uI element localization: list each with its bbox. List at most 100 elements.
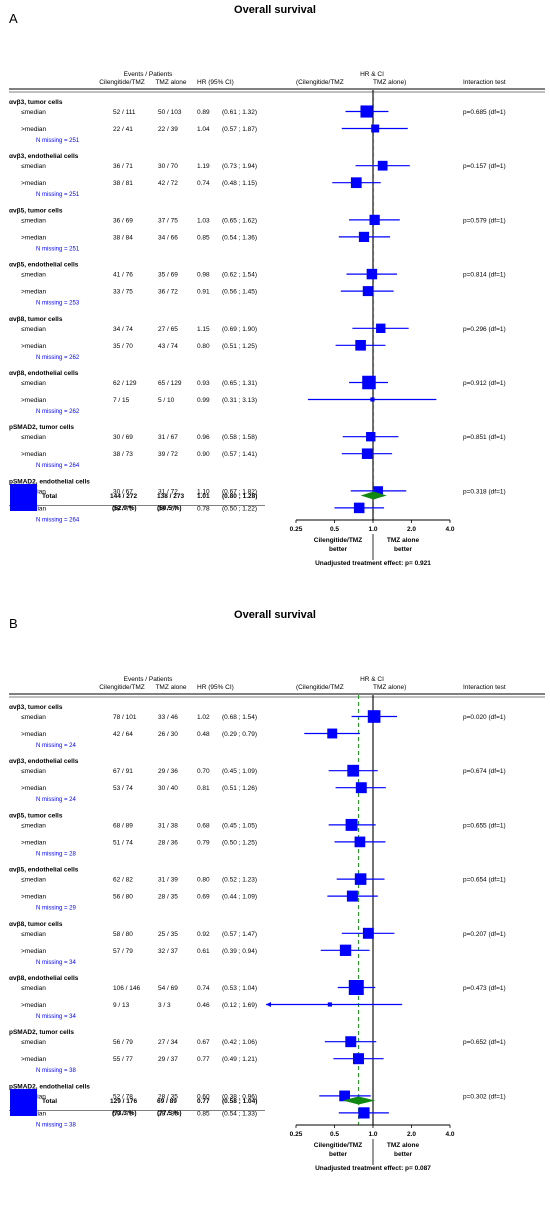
hr-marker [354,836,366,848]
hr-marker [345,818,358,831]
n-missing-note: N missing = 251 [36,192,80,198]
interaction-p-value: p=0.655 (df=1) [463,822,506,829]
n-missing-note: N missing = 264 [36,463,80,469]
hazard-ratio: 1.19 [197,163,210,170]
interaction-p-value: p=0.685 (df=1) [463,109,506,116]
group-label: αvβ5, tumor cells [9,207,63,214]
confidence-interval: (0.54 ; 1.33) [222,1110,257,1117]
interaction-p-value: p=0.814 (df=1) [463,272,506,279]
chart-title: Overall survival [234,4,316,16]
group-label: αvβ3, tumor cells [9,704,63,711]
cilengitide-events: 33 / 75 [113,289,133,296]
header-events-patients: Events / Patients [124,676,174,683]
cilengitide-events: 22 / 41 [113,126,133,133]
hazard-ratio: 0.74 [197,985,210,992]
tmz-events: 36 / 72 [158,289,178,296]
hazard-ratio: 1.03 [197,217,210,224]
n-missing-note: N missing = 24 [36,743,77,749]
row-label: >median [21,180,46,187]
row-label: >median [21,234,46,241]
hr-marker [354,873,367,885]
group-label: αvβ5, tumor cells [9,812,63,819]
hr-marker [371,124,380,133]
tmz-events: 25 / 35 [158,931,178,938]
hazard-ratio: 1.15 [197,326,210,333]
row-label: >median [21,289,46,296]
hr-marker [352,1053,364,1065]
hazard-ratio: 0.79 [197,839,210,846]
confidence-interval: (0.65 ; 1.31) [222,380,257,387]
n-missing-note: N missing = 28 [36,851,77,857]
group-label: αvβ8, endothelial cells [9,370,79,377]
hr-marker [355,782,367,794]
total-tmz-percent: (50.5 %) [157,505,182,512]
hazard-ratio: 0.67 [197,1039,210,1046]
total-diamond [342,1096,376,1105]
hr-marker [348,980,364,995]
confidence-interval: (0.52 ; 1.23) [222,877,257,884]
hr-marker [355,340,366,351]
n-missing-note: N missing = 24 [36,797,77,803]
confidence-interval: (0.45 ; 1.09) [222,768,257,775]
hazard-ratio: 1.10 [197,488,210,495]
n-missing-note: N missing = 251 [36,138,80,144]
hr-marker [358,231,370,242]
row-label: >median [21,343,46,350]
confidence-interval: (0.50 ; 1.22) [222,505,257,512]
confidence-interval: (0.61 ; 1.32) [222,109,257,116]
cilengitide-events: 62 / 82 [113,877,133,884]
hazard-ratio: 0.80 [197,343,210,350]
group-label: pSMAD2, endothelial cells [9,1083,90,1090]
panel-b: B Overall survival Events / Patients Cileng… [0,605,550,1209]
interaction-p-value: p=0.302 (df=1) [463,1093,506,1100]
hr-marker [339,944,352,956]
group-label: αvβ8, endothelial cells [9,975,79,982]
row-label: ≤median [21,109,46,116]
confidence-interval: (0.44 ; 1.09) [222,894,257,901]
x-axis-tick-label: 4.0 [445,1131,454,1138]
n-missing-note: N missing = 29 [36,906,77,912]
footer-right-line2: better [394,1151,413,1158]
tmz-events: 3 / 3 [158,1002,171,1009]
panel-label: A [9,11,18,26]
total-tmz-events: 69 / 89 [157,1098,177,1105]
hr-marker [327,728,338,739]
hr-marker [366,432,376,442]
tmz-events: 32 / 37 [158,948,178,955]
cilengitide-events: 38 / 75 [113,505,133,512]
row-label: ≤median [21,768,46,775]
cilengitide-events: 78 / 101 [113,714,137,721]
hr-marker [369,214,380,226]
hazard-ratio: 0.46 [197,1002,210,1009]
row-label: >median [21,126,46,133]
row-label: ≤median [21,877,46,884]
cilengitide-events: 7 / 15 [113,397,130,404]
tmz-events: 31 / 39 [158,877,178,884]
header-interaction-test: Interaction test [463,79,506,86]
confidence-interval: (0.73 ; 1.94) [222,163,257,170]
hr-marker [366,268,378,280]
panel-a: A Overall survival Events / Patients Cileng… [0,0,550,604]
cilengitide-events: 57 / 79 [113,948,133,955]
confidence-interval: (0.68 ; 1.54) [222,714,257,721]
total-tmz-events: 138 / 273 [157,493,184,500]
header-hr-ci: HR (95% CI) [197,684,234,691]
x-axis-tick-label: 0.25 [290,526,303,533]
group-label: αvβ8, tumor cells [9,316,63,323]
footer-left-line2: better [329,546,348,553]
row-label: ≤median [21,985,46,992]
hr-marker [376,323,386,333]
cilengitide-events: 106 / 146 [113,985,140,992]
cilengitide-events: 38 / 73 [113,451,133,458]
hr-marker [327,1002,332,1007]
row-label: >median [21,948,46,955]
hr-marker [350,177,362,189]
interaction-p-value: p=0.473 (df=1) [463,985,506,992]
confidence-interval: (0.42 ; 1.06) [222,1039,257,1046]
hr-marker [373,486,383,496]
tmz-events: 28 / 35 [158,1093,178,1100]
cilengitide-events: 52 / 78 [113,1093,133,1100]
interaction-p-value: p=0.912 (df=1) [463,380,506,387]
confidence-interval: (0.57 ; 1.87) [222,126,257,133]
